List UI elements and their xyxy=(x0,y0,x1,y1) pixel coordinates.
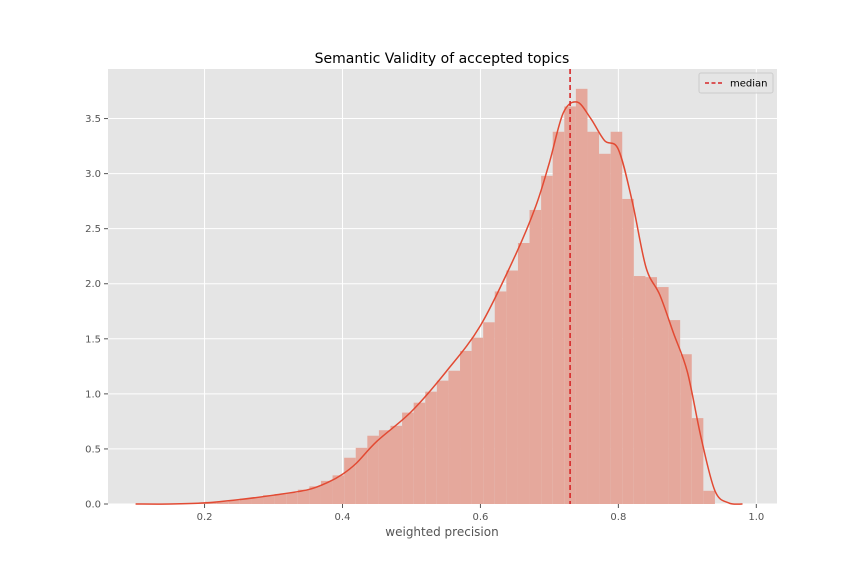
histogram-bar xyxy=(622,198,634,504)
legend: median xyxy=(698,72,774,94)
histogram-bar xyxy=(448,370,461,504)
x-tick-label: 0.8 xyxy=(610,512,626,523)
x-tick-label: 0.2 xyxy=(197,512,213,523)
histogram-bar xyxy=(483,322,495,504)
x-tick-label: 1.0 xyxy=(748,512,764,523)
y-tick-label: 1.0 xyxy=(85,389,101,400)
histogram-bar xyxy=(320,480,333,504)
histogram-bar xyxy=(460,350,472,504)
histogram-bar xyxy=(251,497,264,504)
histogram-bar xyxy=(239,498,252,504)
histogram-bar xyxy=(309,486,321,504)
histogram-bar xyxy=(541,175,553,504)
histogram-bar xyxy=(413,402,426,504)
histogram-bar xyxy=(552,131,565,504)
histogram-bar xyxy=(610,131,623,504)
y-tick-label: 2.0 xyxy=(85,279,101,290)
y-tick-label: 0.0 xyxy=(85,500,101,511)
histogram-bar xyxy=(645,277,657,504)
histogram-bar xyxy=(506,270,518,504)
histogram-bar xyxy=(332,475,345,504)
histogram-bar xyxy=(367,435,379,504)
histogram-bar xyxy=(378,430,391,504)
density-line xyxy=(135,101,743,505)
histogram-bar xyxy=(228,500,240,504)
x-tick-label: 0.4 xyxy=(335,512,351,523)
histogram-bar xyxy=(633,276,646,504)
histogram-bar xyxy=(344,457,356,504)
histogram-bar xyxy=(263,495,275,504)
y-tick-label: 3.5 xyxy=(85,114,101,125)
histogram-bar xyxy=(297,489,310,504)
histogram-bar xyxy=(355,447,368,504)
histogram-bar xyxy=(529,209,542,504)
legend-median-label: median xyxy=(730,79,768,90)
x-tick-label: 0.6 xyxy=(472,512,488,523)
chart-title: Semantic Validity of accepted topics xyxy=(315,51,570,67)
histogram-bar xyxy=(517,243,530,504)
y-tick-label: 3.0 xyxy=(85,169,101,180)
histogram-bar xyxy=(587,131,600,504)
plot-area: 0.2 0.4 0.6 0.8 1.0 0.0 0.5 1.0 1.5 2.0 2.5 3.0 3.5 xyxy=(85,69,777,523)
axis-ticks: 0.2 0.4 0.6 0.8 1.0 0.0 0.5 1.0 1.5 2.0 2.5 3.0 3.5 xyxy=(85,114,764,523)
y-tick-label: 2.5 xyxy=(85,224,101,235)
histogram-bar xyxy=(703,490,715,504)
histogram-bar xyxy=(668,320,681,504)
histogram-bar xyxy=(216,501,229,504)
histogram-bar xyxy=(425,391,437,504)
histogram-bar xyxy=(436,380,449,504)
histogram-bars xyxy=(193,88,715,504)
legend-box xyxy=(698,72,774,94)
histogram-bar xyxy=(286,492,298,504)
histogram-bar xyxy=(274,494,287,504)
histogram-bar xyxy=(575,88,588,504)
histogram-bar xyxy=(599,153,611,504)
histogram-bar xyxy=(402,412,414,504)
histogram-bar xyxy=(691,418,704,504)
histogram-bar xyxy=(656,287,669,504)
histogram-bar xyxy=(494,291,507,504)
x-axis-label: weighted precision xyxy=(385,525,498,539)
y-tick-label: 1.5 xyxy=(85,334,101,345)
histogram-bar xyxy=(471,337,484,504)
histogram-bar xyxy=(680,354,692,504)
y-tick-label: 0.5 xyxy=(85,444,101,455)
histogram-bar xyxy=(390,425,403,504)
